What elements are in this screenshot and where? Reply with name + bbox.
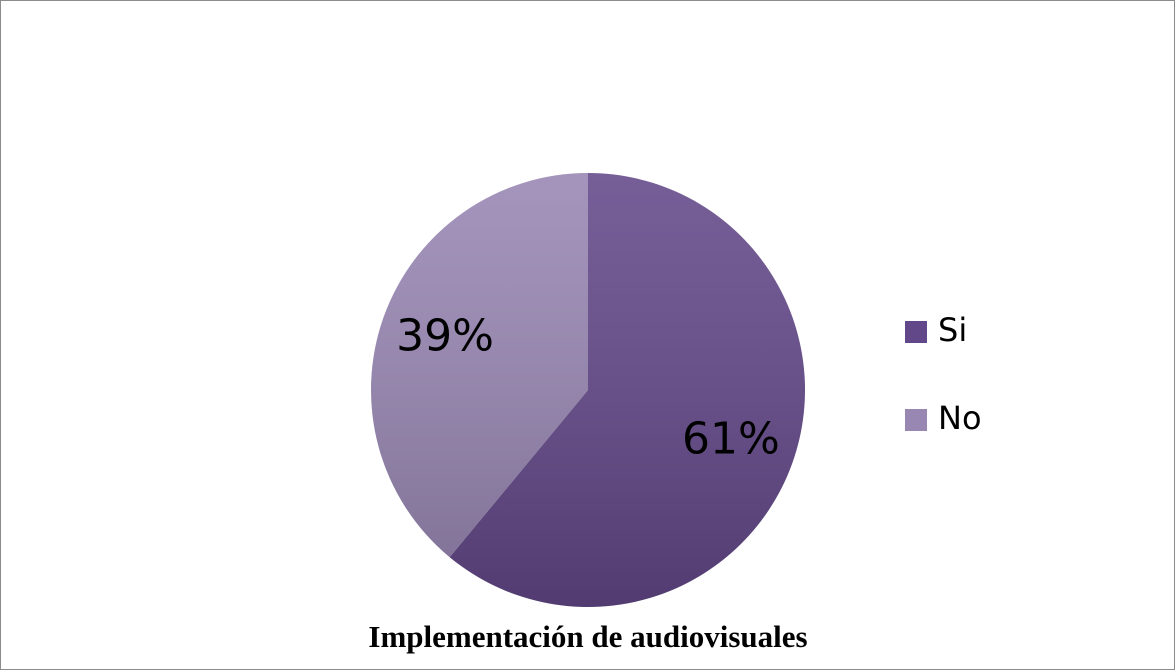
legend-swatch	[905, 409, 927, 431]
slice-label: 61%	[682, 413, 780, 464]
legend-label: Si	[938, 311, 967, 349]
slice-label: 39%	[396, 311, 494, 362]
pie-shade	[371, 173, 805, 607]
legend-label: No	[938, 399, 982, 437]
chart-title: Implementación de audiovisuales	[368, 619, 807, 654]
legend-swatch	[905, 321, 927, 343]
